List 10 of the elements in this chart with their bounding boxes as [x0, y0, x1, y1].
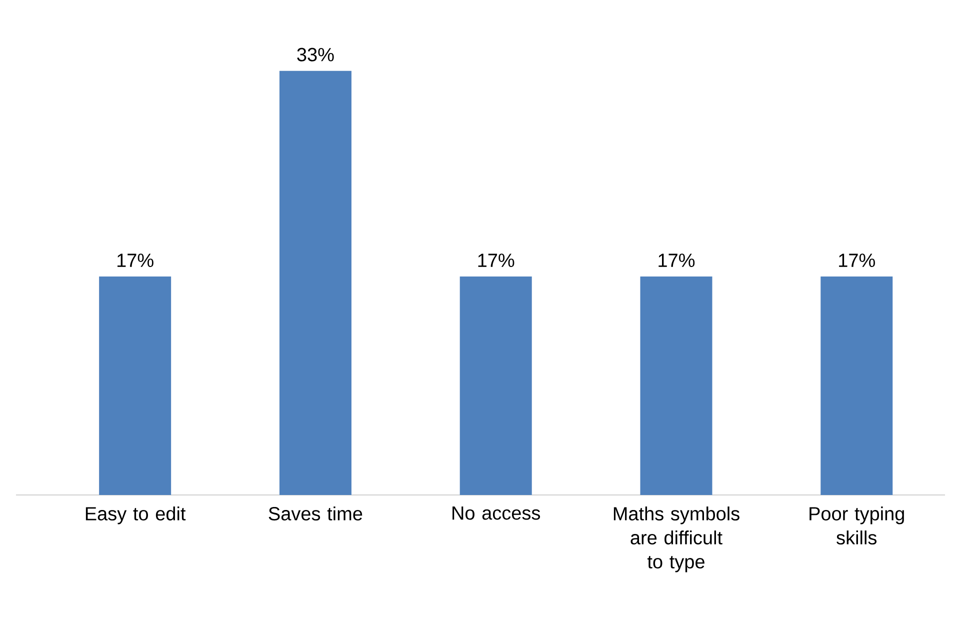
x-tick-label: Poor typing skills [810, 506, 904, 544]
data-label: 17% [839, 254, 875, 267]
data-label: 17% [478, 254, 514, 267]
x-tick-label: Maths symbols are difficult to type [614, 506, 740, 572]
x-tick-label: Easy to edit [86, 506, 186, 524]
x-tick-label: No access [452, 506, 540, 520]
data-label: 33% [297, 48, 334, 62]
data-label: 17% [118, 254, 154, 267]
x-tick-label: Saves time [268, 506, 362, 520]
data-label: 17% [658, 254, 695, 267]
